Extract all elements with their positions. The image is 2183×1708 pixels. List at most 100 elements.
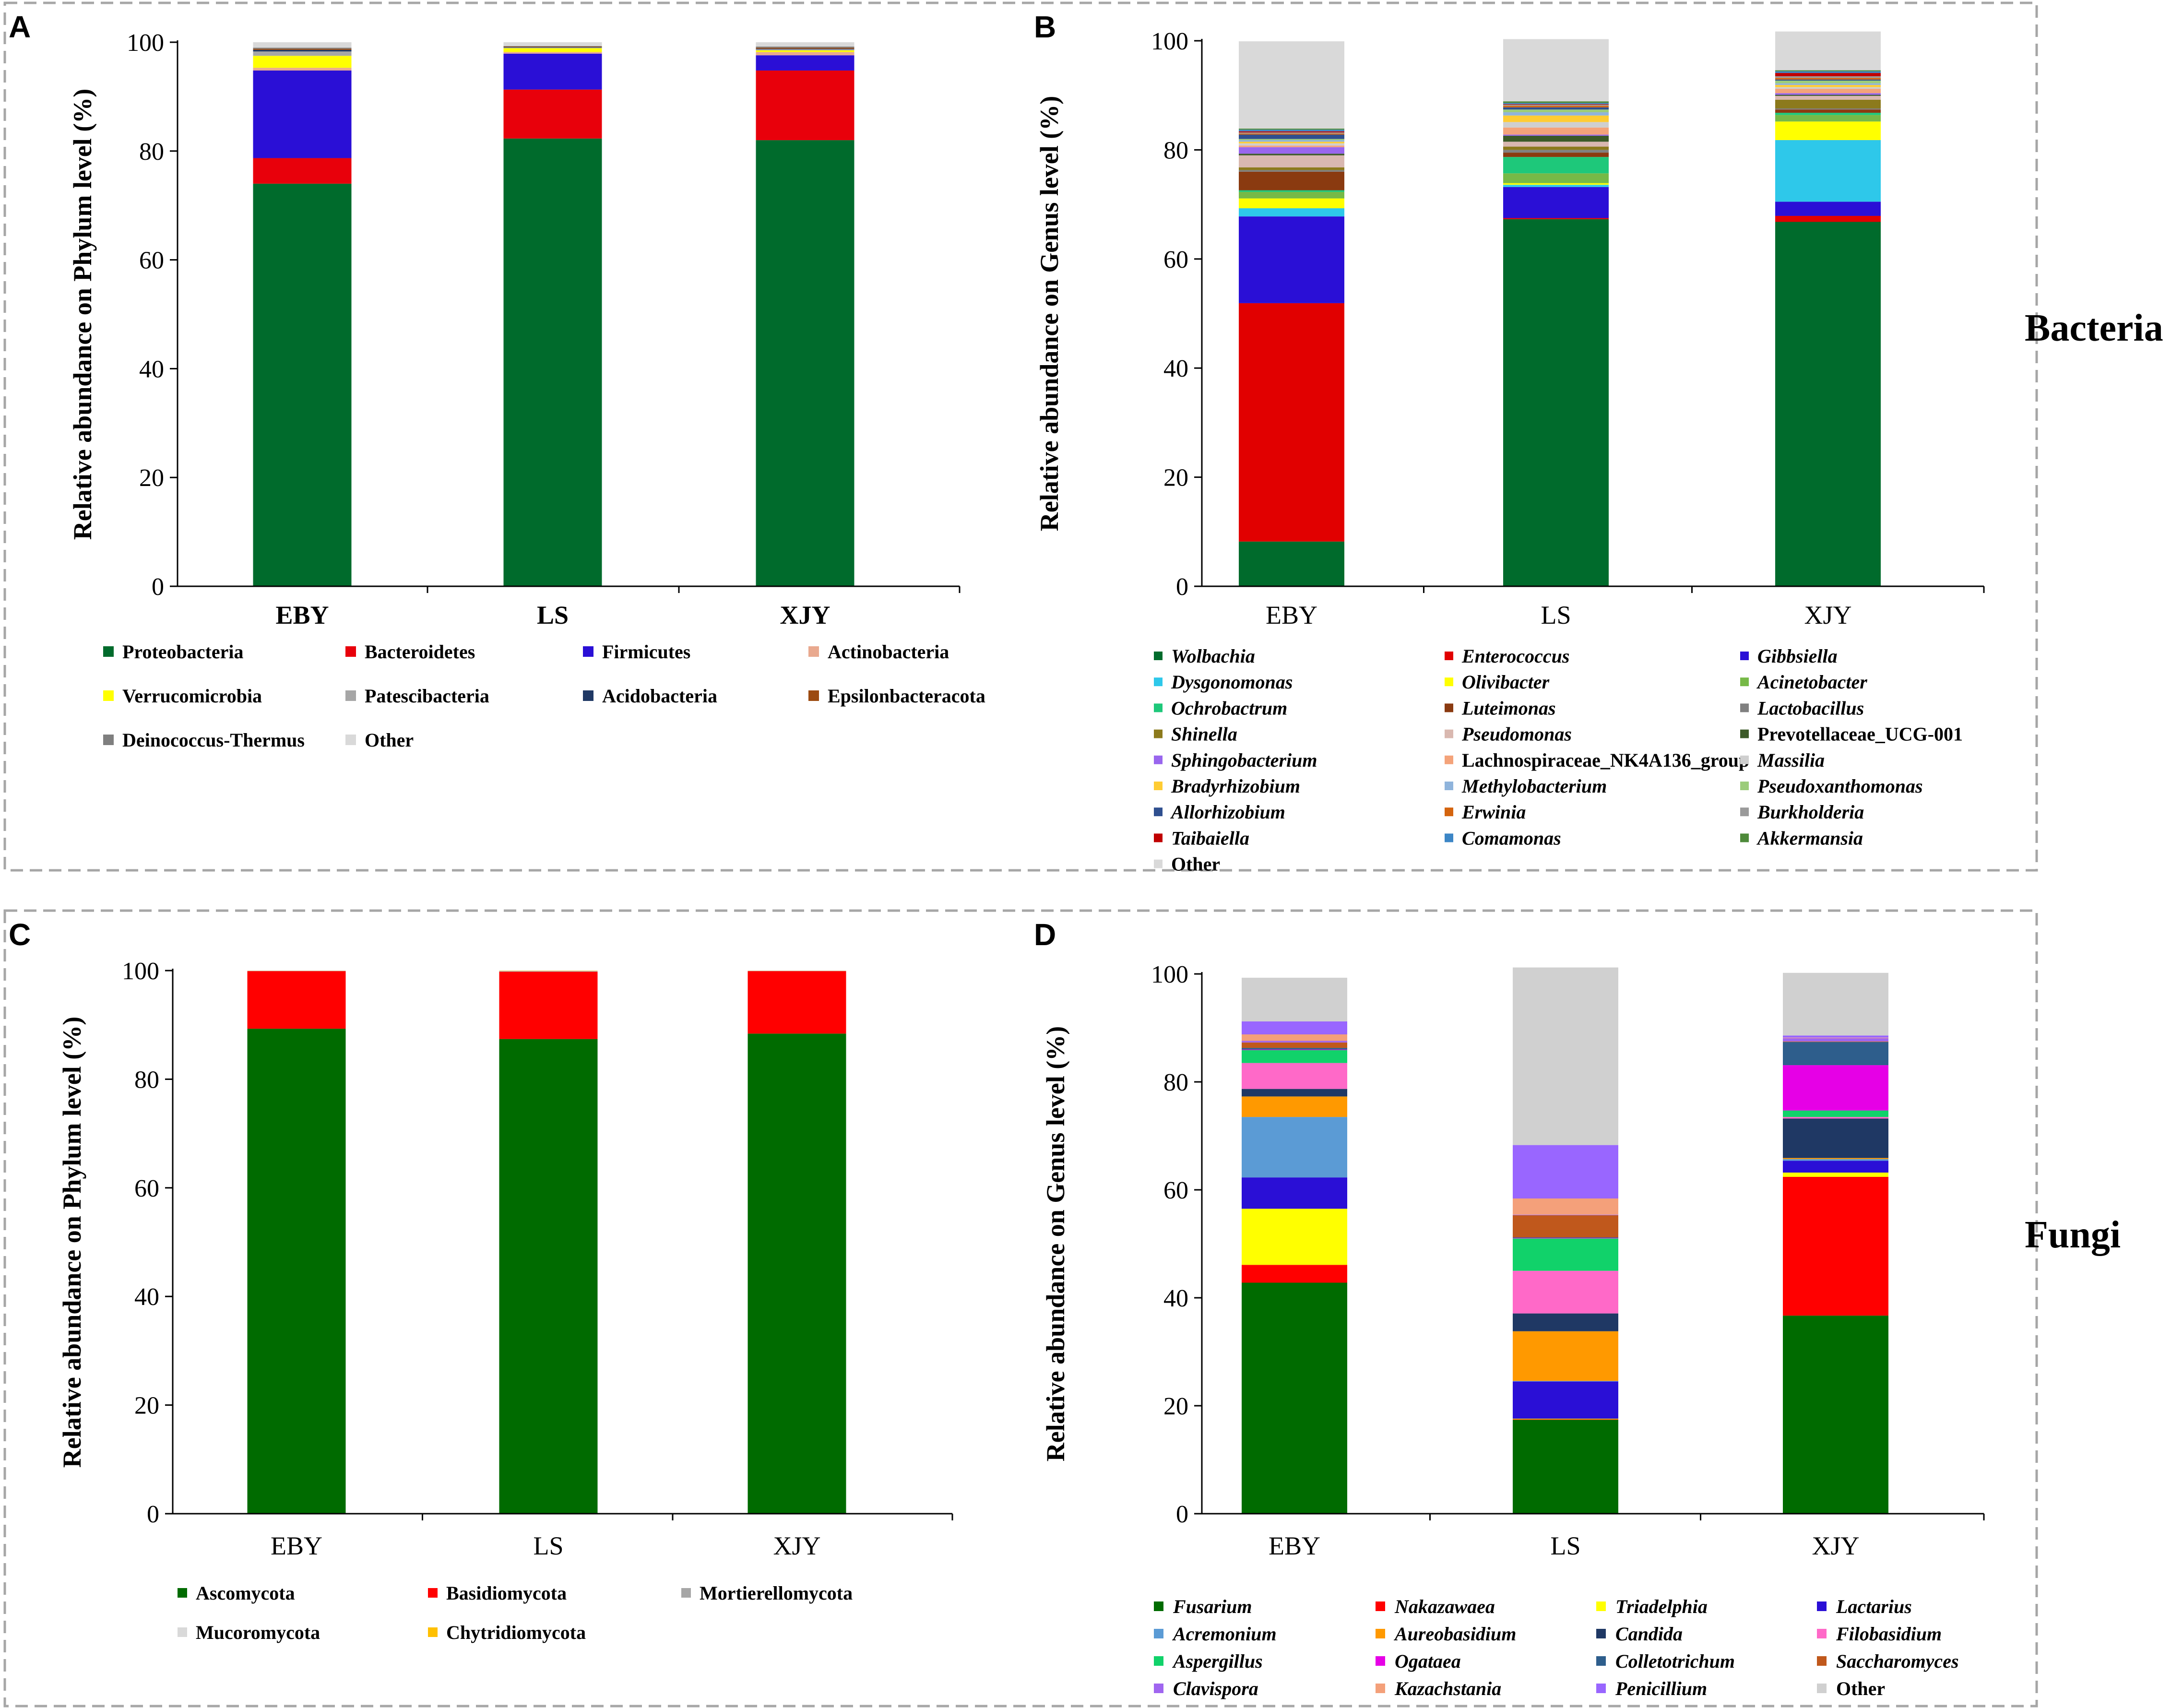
bar-ls-kazachstania — [1513, 1198, 1618, 1215]
bar-xjy-clavispora — [1783, 1038, 1888, 1042]
legend-label-enterococcus: Enterococcus — [1461, 645, 1569, 667]
bar-eby-triadelphia — [1242, 1209, 1347, 1265]
bar-xjy-dysgonomonas — [1775, 140, 1881, 202]
legend-label-burkholderia: Burkholderia — [1757, 801, 1864, 823]
bar-ls-other — [1503, 39, 1609, 102]
bar-ls-other — [503, 42, 602, 46]
legend-swatch-prevotellaceae-ucg-001 — [1740, 729, 1749, 738]
legend-swatch-erwinia — [1445, 807, 1453, 817]
legend-swatch-epsilonbacteracota — [808, 690, 819, 701]
bar-xjy-lactarius — [1783, 1161, 1888, 1173]
bar-eby-acinetobacter — [1239, 191, 1344, 199]
bar-ls-colletotrichum — [1513, 1237, 1618, 1238]
bar-xjy-enterococcus — [1775, 215, 1881, 222]
bar-eby-lactarius — [1242, 1177, 1347, 1209]
bar-eby-aspergillus — [1242, 1050, 1347, 1063]
y-tick-label: 40 — [1163, 1285, 1188, 1312]
legend-label-triadelphia: Triadelphia — [1615, 1596, 1708, 1617]
bar-ls-taibaiella — [1503, 104, 1609, 105]
bar-xjy-filobasidium — [1783, 1117, 1888, 1119]
bar-xjy-sphingobacterium — [1775, 93, 1881, 95]
legend-label-verrucomicrobia: Verrucomicrobia — [122, 685, 262, 707]
y-tick-label: 60 — [139, 247, 164, 274]
panel-letter: D — [1034, 917, 1056, 952]
bar-eby-deinococcus-thermus — [253, 47, 352, 49]
legend-swatch-colletotrichum — [1596, 1656, 1606, 1666]
bar-eby-pseudomonas — [1239, 155, 1344, 167]
bar-ls-filobasidium — [1513, 1270, 1618, 1314]
bar-eby-comamonas — [1239, 130, 1344, 131]
bar-xjy-actinobacteria — [756, 52, 854, 56]
legend-swatch-pseudomonas — [1445, 729, 1453, 738]
legend-swatch-penicillium — [1596, 1684, 1606, 1693]
legend-swatch-comamonas — [1445, 833, 1453, 842]
bar-xjy-proteobacteria — [756, 140, 854, 586]
bar-ls-methylobacterium — [1503, 112, 1609, 116]
bar-xjy-aureobasidium — [1783, 1158, 1888, 1159]
legend-label-mucoromycota: Mucoromycota — [196, 1622, 320, 1643]
y-tick-label: 0 — [152, 573, 164, 601]
legend-label-other: Other — [1171, 854, 1220, 875]
legend-swatch-firmicutes — [583, 646, 593, 657]
bar-ls-proteobacteria — [503, 138, 602, 586]
legend-label-clavispora: Clavispora — [1173, 1678, 1258, 1699]
bar-xjy-massilia — [1775, 87, 1881, 89]
legend-swatch-deinococcus-thermus — [103, 735, 114, 745]
bar-eby-aureobasidium — [1242, 1096, 1347, 1117]
bar-ls-pseudoxanthomonas — [1503, 109, 1609, 112]
legend-label-lactarius: Lactarius — [1836, 1596, 1912, 1617]
bar-xjy-verrucomicrobia — [756, 50, 854, 52]
bar-xjy-ochrobactrum — [1775, 113, 1881, 115]
legend-label-luteimonas: Luteimonas — [1461, 697, 1556, 719]
bar-eby-other — [1242, 977, 1347, 1021]
bar-eby-shinella — [1239, 167, 1344, 170]
bar-ls-fusarium — [1513, 1420, 1618, 1514]
bar-xjy-colletotrichum — [1783, 1042, 1888, 1066]
legend-swatch-saccharomyces — [1817, 1656, 1827, 1666]
legend-swatch-akkermansia — [1740, 833, 1749, 842]
bar-ls-mucoromycota — [499, 971, 598, 972]
legend-swatch-acremonium — [1154, 1629, 1163, 1638]
bar-eby-firmicutes — [253, 70, 352, 158]
legend-swatch-enterococcus — [1445, 652, 1453, 660]
legend-label-comamonas: Comamonas — [1462, 827, 1561, 849]
legend-label-bacteroidetes: Bacteroidetes — [365, 641, 475, 663]
y-tick-label: 0 — [1176, 573, 1188, 601]
y-tick-label: 60 — [134, 1175, 159, 1202]
legend-label-olivibacter: Olivibacter — [1462, 671, 1550, 693]
bar-ls-dysgonomonas — [1503, 185, 1609, 187]
bar-eby-filobasidium — [1242, 1063, 1347, 1089]
legend-swatch-candida — [1596, 1629, 1606, 1638]
legend-swatch-ochrobactrum — [1154, 703, 1163, 712]
legend-swatch-acinetobacter — [1740, 677, 1749, 687]
legend-label-nakazawaea: Nakazawaea — [1394, 1596, 1495, 1617]
bar-eby-acidobacteria — [253, 49, 352, 52]
legend-swatch-verrucomicrobia — [103, 690, 114, 701]
legend-swatch-acidobacteria — [583, 690, 593, 701]
bar-xjy-candida — [1783, 1118, 1888, 1158]
bar-ls-burkholderia — [1503, 105, 1609, 106]
y-tick-label: 100 — [1151, 28, 1188, 55]
panel-letter: B — [1034, 10, 1056, 44]
legend-swatch-lactobacillus — [1740, 703, 1749, 712]
bar-ls-lactobacillus — [1503, 150, 1609, 153]
legend-swatch-other — [1154, 859, 1163, 868]
legend-label-lachnospiraceae-nk4a136-group: Lachnospiraceae_NK4A136_group — [1462, 749, 1749, 771]
legend-label-other: Other — [1836, 1678, 1885, 1699]
bar-xjy-patescibacteria — [756, 49, 854, 51]
bar-ls-enterococcus — [1503, 218, 1609, 219]
legend-label-shinella: Shinella — [1171, 724, 1237, 745]
bar-eby-bradyrhizobium — [1239, 142, 1344, 143]
bar-eby-colletotrichum — [1242, 1048, 1347, 1050]
bar-xjy-burkholderia — [1775, 76, 1881, 78]
bar-ls-ascomycota — [499, 1039, 598, 1514]
bar-ls-aspergillus — [1513, 1238, 1618, 1271]
bar-xjy-firmicutes — [756, 55, 854, 71]
bar-ls-olivibacter — [1503, 183, 1609, 185]
bar-ls-lactarius — [1513, 1381, 1618, 1419]
legend-label-candida: Candida — [1615, 1623, 1683, 1645]
bar-ls-penicillium — [1513, 1145, 1618, 1198]
y-tick-label: 100 — [1151, 961, 1188, 988]
bar-eby-methylobacterium — [1239, 140, 1344, 142]
panel-d: D Relative abundance on Genus level (%) 0 2… — [1034, 917, 1985, 1699]
